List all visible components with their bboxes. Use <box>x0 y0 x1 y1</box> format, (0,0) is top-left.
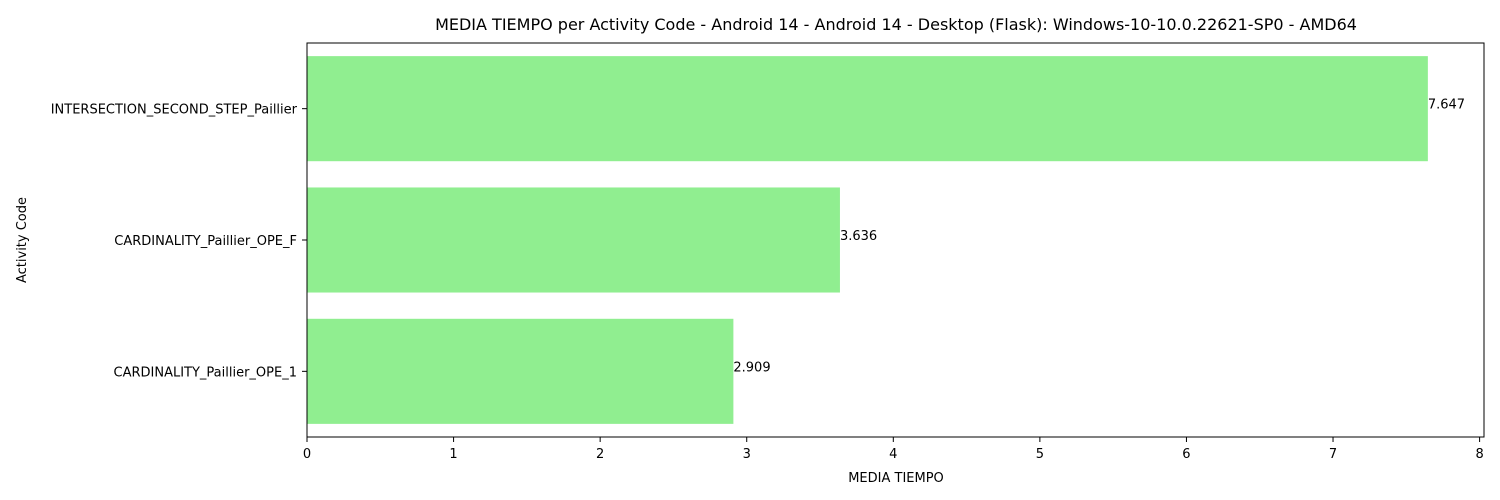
y-tick-labels: INTERSECTION_SECOND_STEP_Paillier CARDINA… <box>51 103 307 380</box>
x-tick-label: 3 <box>743 447 751 462</box>
bar-2 <box>307 318 734 424</box>
x-tick-label: 1 <box>449 447 457 462</box>
y-tick-label: INTERSECTION_SECOND_STEP_Paillier <box>51 103 298 118</box>
bar-0 <box>307 56 1428 162</box>
y-tick-label: CARDINALITY_Paillier_OPE_1 <box>114 365 298 380</box>
x-tick-label: 8 <box>1475 447 1483 462</box>
x-axis-label: MEDIA TIEMPO <box>848 471 944 486</box>
x-tick-label: 0 <box>303 447 311 462</box>
data-label: 2.909 <box>733 360 770 375</box>
data-labels: 7.647 3.636 2.909 <box>733 98 1465 376</box>
chart-title: MEDIA TIEMPO per Activity Code - Android… <box>435 15 1357 34</box>
bars-group <box>307 56 1428 424</box>
x-tick-label: 6 <box>1182 447 1190 462</box>
x-tick-label: 5 <box>1036 447 1044 462</box>
plot-frame <box>306 42 1485 438</box>
x-ticks: 0 1 2 3 4 5 6 7 8 <box>303 437 1484 462</box>
x-tick-label: 7 <box>1329 447 1337 462</box>
y-axis-label: Activity Code <box>15 197 30 283</box>
data-label: 3.636 <box>840 229 877 244</box>
data-label: 7.647 <box>1428 98 1465 113</box>
bar-1 <box>307 187 840 293</box>
y-tick-label: CARDINALITY_Paillier_OPE_F <box>114 234 297 249</box>
x-tick-label: 2 <box>596 447 604 462</box>
x-tick-label: 4 <box>889 447 897 462</box>
